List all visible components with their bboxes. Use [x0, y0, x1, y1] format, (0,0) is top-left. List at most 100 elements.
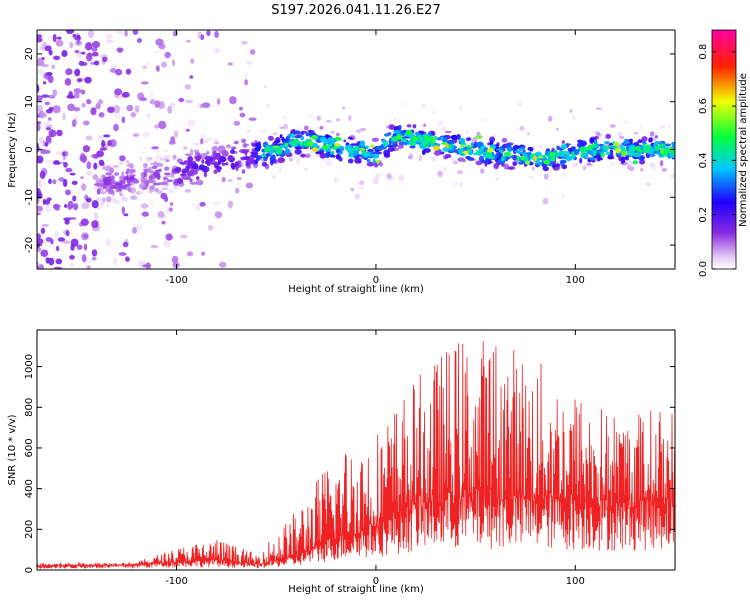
spectrogram-cell	[184, 189, 192, 193]
spectrogram-cell	[81, 254, 87, 263]
spectrogram-cell	[166, 179, 173, 182]
snr-y-ticks: 0 200 400 600 800 1000	[24, 354, 675, 573]
spectrogram-cell	[438, 120, 443, 127]
spectrogram-cell	[46, 159, 54, 164]
spectrogram-cell	[187, 173, 192, 177]
spectrogram-cell	[500, 149, 504, 154]
spectrogram-cell	[290, 140, 296, 146]
spectrogram-cell	[163, 149, 169, 153]
spectrogram-cell	[398, 124, 402, 130]
spectrogram-cell	[122, 241, 129, 248]
spectrogram-cell	[581, 147, 586, 152]
spectrogram-cell	[343, 139, 347, 143]
spectrogram-cell	[433, 137, 437, 141]
spectrogram-cell	[263, 84, 268, 89]
spectrogram-cell	[133, 179, 140, 184]
spectrogram-cell	[587, 145, 594, 151]
spectrogram-cell	[244, 149, 248, 156]
spectrogram-cell	[234, 187, 240, 194]
spectrogram-cell	[47, 94, 56, 99]
spectrogram-cell	[423, 148, 431, 153]
spectrogram-cell	[485, 157, 489, 164]
spectrogram-cell	[54, 230, 59, 239]
spectrogram-cell	[159, 157, 167, 161]
spectrogram-cell	[397, 144, 404, 149]
spectrogram-cell	[388, 124, 395, 130]
spectrogram-cell	[445, 143, 449, 149]
spectrogram-cell	[234, 141, 239, 145]
spectrogram-cell	[208, 224, 214, 231]
spectrogram-cell	[264, 148, 270, 153]
spectrogram-cell	[173, 130, 179, 138]
spectrogram-y-tick-label: -10	[24, 189, 35, 205]
chart-title: S197.2026.041.11.26.E27	[271, 3, 440, 18]
spectrogram-cell	[319, 125, 324, 130]
spectrogram-cell	[336, 118, 341, 122]
spectrogram-cell	[348, 158, 354, 164]
spectrogram-cell	[71, 180, 78, 185]
spectrogram-cell	[501, 155, 506, 160]
spectrogram-cell	[387, 147, 395, 152]
spectrogram-cell	[37, 95, 43, 102]
spectrogram-cell	[350, 148, 354, 155]
spectrogram-cell	[231, 146, 237, 150]
spectrogram-cell	[53, 55, 61, 61]
spectrogram-cell	[124, 184, 132, 187]
spectrogram-cell	[105, 167, 111, 172]
spectrogram-cell	[609, 124, 616, 128]
spectrogram-cell	[107, 140, 112, 147]
spectrogram-cell	[56, 129, 63, 137]
spectrogram-cell	[538, 162, 543, 166]
spectrogram-cell	[216, 152, 221, 157]
spectrogram-cell	[354, 193, 361, 200]
spectrogram-cell	[602, 144, 606, 150]
spectrogram-cell	[246, 61, 253, 65]
spectrogram-cell	[470, 142, 474, 146]
spectrogram-cell	[84, 76, 92, 84]
spectrogram-cell	[98, 112, 105, 118]
spectrogram-cell	[45, 127, 52, 131]
spectrogram-cell	[37, 212, 41, 216]
spectrogram-cell	[73, 92, 80, 99]
spectrogram-cell	[375, 154, 379, 159]
spectrogram-cell	[279, 144, 283, 148]
spectrogram-x-tick-label: 0	[373, 275, 379, 286]
spectrogram-cell	[487, 147, 494, 153]
spectrogram-cell	[139, 97, 148, 102]
spectrogram-cell	[38, 136, 45, 144]
spectrogram-cell	[129, 176, 135, 181]
spectrogram-cell	[99, 147, 107, 151]
spectrogram-cell	[184, 84, 191, 90]
spectrogram-cell	[551, 156, 556, 162]
spectrogram-cell	[189, 181, 198, 185]
spectrogram-cell	[55, 258, 63, 265]
spectrogram-cell	[62, 240, 71, 244]
spectrogram-cell	[538, 156, 543, 159]
spectrogram-cell	[655, 141, 659, 145]
spectrogram-cell	[272, 175, 277, 180]
spectrogram-cell	[562, 150, 569, 154]
spectrogram-cell	[633, 132, 639, 135]
spectrogram-cell	[81, 202, 90, 210]
spectrogram-cell	[144, 60, 150, 67]
spectrogram-cell	[55, 151, 64, 155]
spectrogram-cell	[241, 138, 247, 143]
spectrogram-cell	[151, 165, 158, 169]
colorbar-tick-label: 0.0	[698, 261, 709, 277]
spectrogram-cell	[62, 112, 66, 121]
spectrogram-cell	[37, 155, 44, 164]
spectrogram-cell	[614, 141, 619, 147]
spectrogram-cell	[493, 162, 500, 170]
spectrogram-cell	[555, 163, 561, 168]
spectrogram-cell	[85, 42, 93, 51]
spectrogram-cell	[664, 143, 672, 147]
spectrogram-cell	[320, 153, 325, 157]
spectrogram-cell	[320, 136, 327, 142]
spectrogram-cell	[91, 200, 99, 209]
spectrogram-cell	[150, 244, 159, 249]
spectrogram-cell	[255, 144, 262, 150]
spectrogram-cell	[213, 163, 219, 166]
spectrogram-cell	[151, 146, 160, 150]
spectrogram-cell	[649, 131, 655, 137]
spectrogram-cell	[226, 144, 232, 149]
